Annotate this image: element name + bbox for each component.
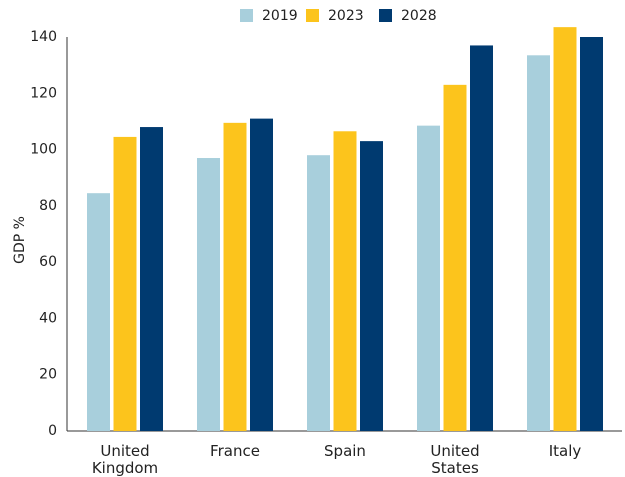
bar <box>87 193 110 431</box>
x-tick-label: United States <box>430 442 480 477</box>
legend-label: 2019 <box>262 8 298 24</box>
y-tick-label: 40 <box>39 310 57 326</box>
y-tick-label: 100 <box>30 142 57 158</box>
bar <box>443 84 467 431</box>
y-tick-label: 60 <box>39 254 57 270</box>
y-tick-label: 120 <box>30 85 57 101</box>
bar <box>140 127 163 432</box>
legend-label: 2028 <box>401 8 437 24</box>
bar <box>470 45 493 431</box>
y-tick-label: 20 <box>39 367 57 383</box>
y-tick-label: 0 <box>48 423 57 439</box>
bar <box>527 55 550 432</box>
bar <box>223 122 247 431</box>
y-tick-label: 140 <box>30 29 57 45</box>
y-axis-label: GDP % <box>12 216 28 264</box>
y-tick-label: 80 <box>39 198 57 214</box>
legend-label: 2023 <box>328 8 364 24</box>
x-tick-label: Spain <box>324 442 366 460</box>
bar <box>580 37 603 431</box>
x-tick-label: United Kingdom <box>91 442 159 477</box>
bar <box>553 27 577 432</box>
legend-swatch <box>240 9 253 22</box>
bar <box>333 131 357 431</box>
bar <box>307 155 330 431</box>
bar <box>360 141 383 431</box>
bar <box>113 136 137 431</box>
bar <box>250 118 273 431</box>
legend-swatch <box>379 9 392 22</box>
bar <box>197 158 220 431</box>
legend-swatch <box>306 9 319 22</box>
x-tick-label: Italy <box>548 442 582 460</box>
bar <box>417 125 440 432</box>
x-tick-label: France <box>210 442 260 460</box>
